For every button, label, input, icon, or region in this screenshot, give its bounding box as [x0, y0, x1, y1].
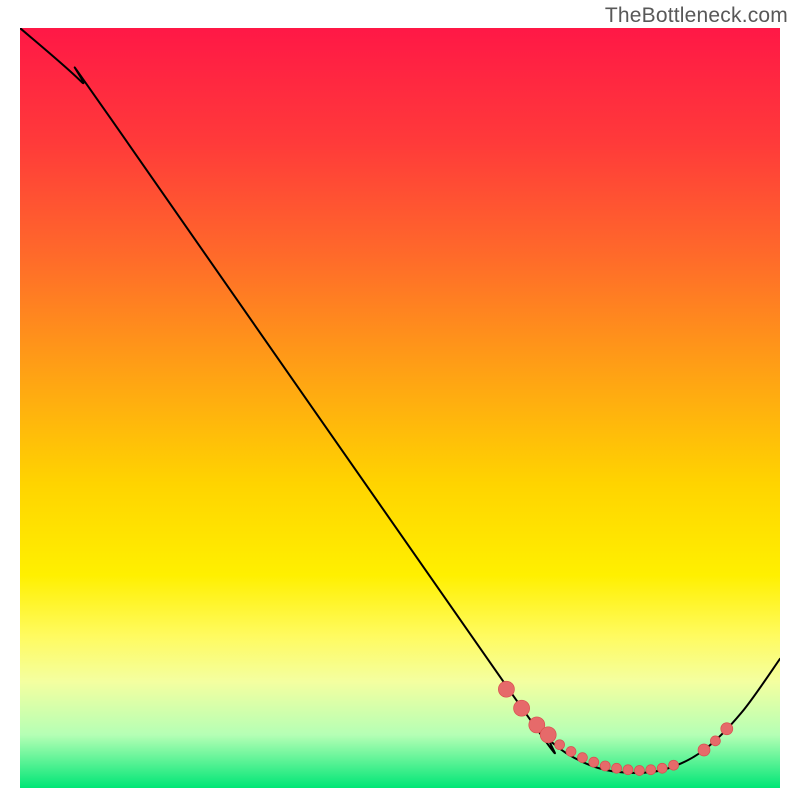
curve-marker: [555, 740, 565, 750]
curve-marker: [540, 727, 556, 743]
curve-marker: [623, 765, 633, 775]
curve-marker: [498, 681, 514, 697]
curve-marker: [600, 761, 610, 771]
bottleneck-curve-chart: [20, 28, 780, 788]
curve-marker: [634, 766, 644, 776]
curve-marker: [710, 736, 720, 746]
curve-marker: [566, 747, 576, 757]
curve-marker: [514, 700, 530, 716]
curve-marker: [589, 757, 599, 767]
watermark-text: TheBottleneck.com: [605, 4, 788, 28]
curve-marker: [721, 723, 733, 735]
curve-marker: [612, 763, 622, 773]
curve-marker: [657, 763, 667, 773]
chart-background: [20, 28, 780, 788]
chart-container: [20, 28, 780, 788]
curve-marker: [698, 744, 710, 756]
curve-marker: [646, 765, 656, 775]
curve-marker: [577, 753, 587, 763]
curve-marker: [669, 760, 679, 770]
